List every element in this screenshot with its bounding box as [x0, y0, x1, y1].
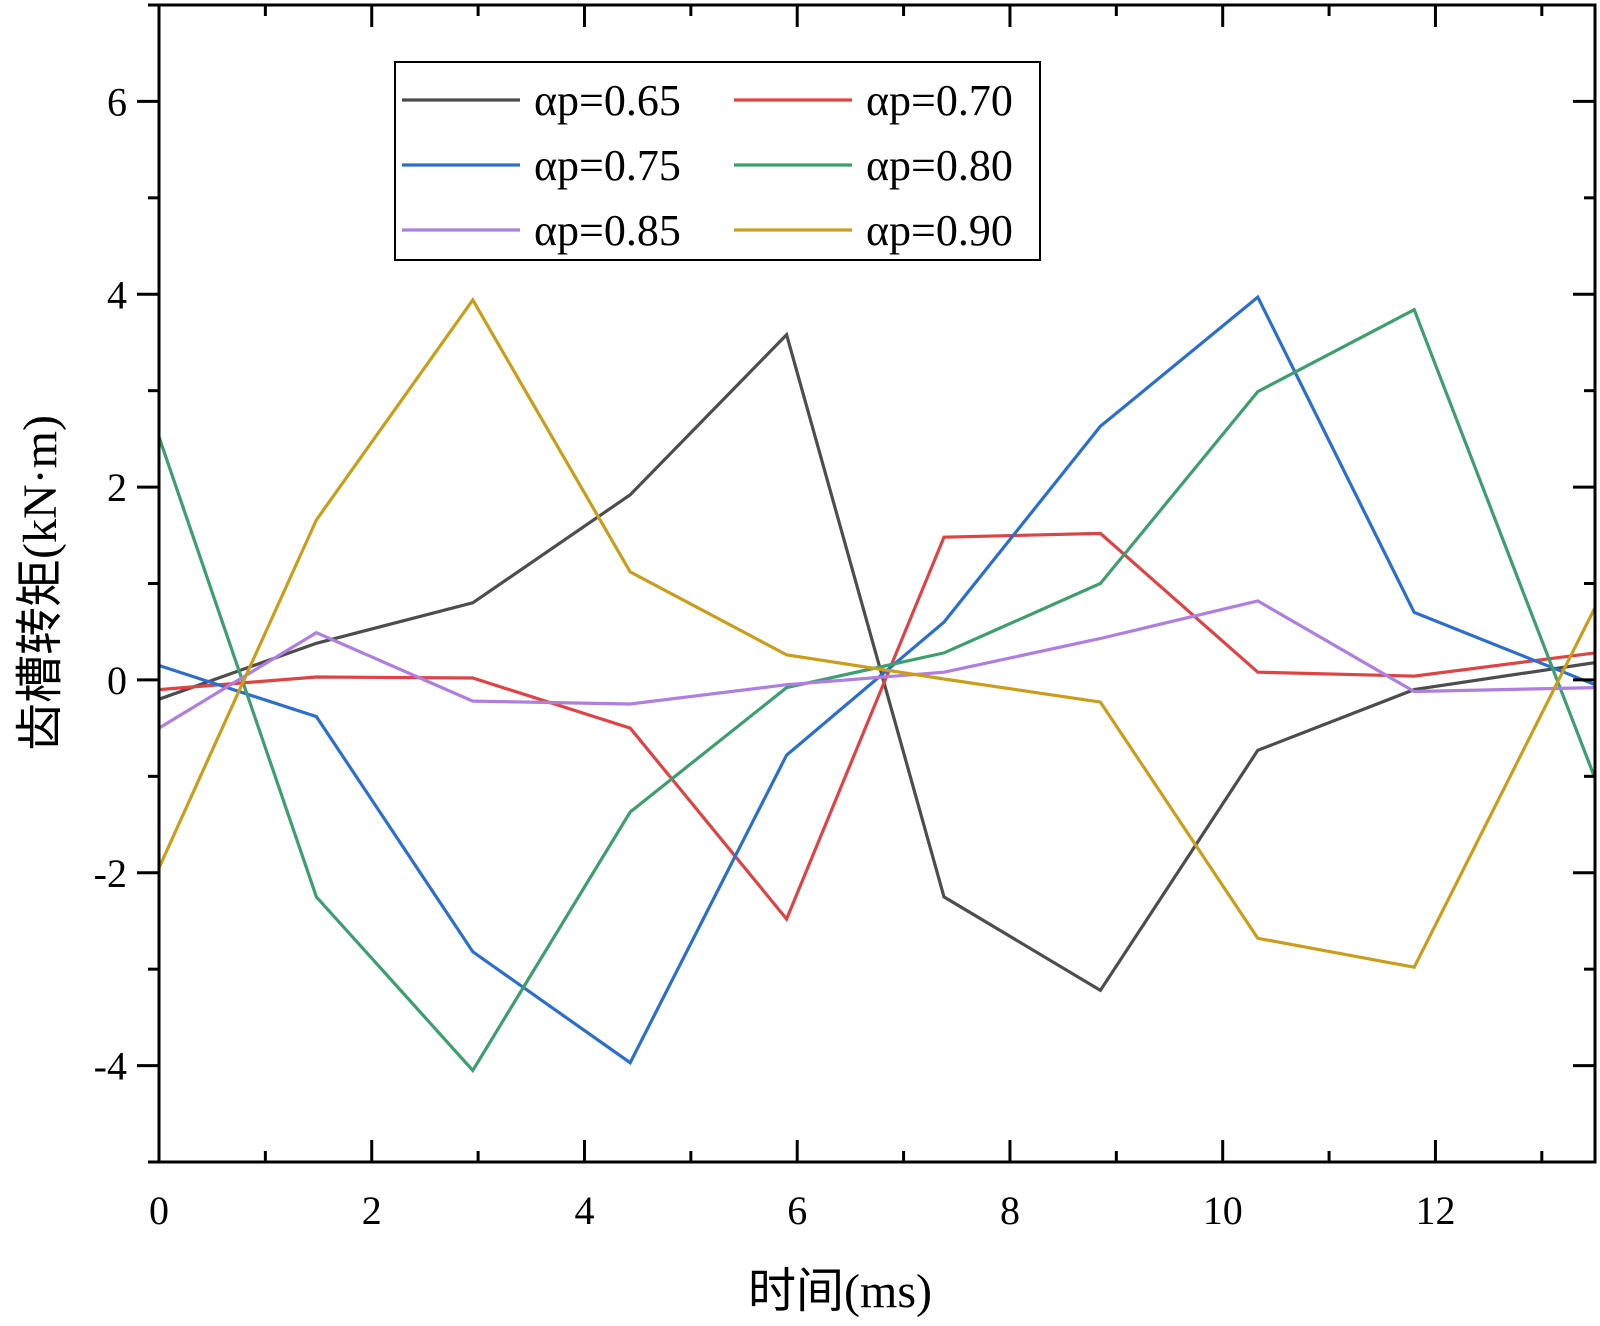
y-tick-label: 2 — [107, 465, 127, 510]
legend-label-5: αp=0.85 — [534, 206, 681, 255]
y-tick-label: 4 — [107, 272, 127, 317]
series-line-4 — [159, 307, 1595, 1074]
axis-ticks: 0 2 4 6 8 10 12 -4 -2 0 2 4 6 — [94, 3, 1595, 1233]
legend-label-6: αp=0.90 — [866, 206, 1013, 255]
x-tick-label: 12 — [1415, 1188, 1455, 1233]
legend-label-1: αp=0.65 — [534, 76, 681, 125]
legend-label-2: αp=0.70 — [866, 76, 1013, 125]
series-line-2 — [159, 531, 1595, 923]
legend-label-3: αp=0.75 — [534, 141, 681, 190]
x-tick-label: 6 — [787, 1188, 807, 1233]
y-tick-label: -2 — [94, 851, 127, 896]
legend-label-4: αp=0.80 — [866, 141, 1013, 190]
series-line-3 — [159, 294, 1595, 1066]
y-axis-title: 齿槽转矩(kN·m) — [14, 415, 67, 751]
x-tick-label: 2 — [362, 1188, 382, 1233]
legend: αp=0.65 αp=0.70 αp=0.75 αp=0.80 αp=0.85 αp=0.… — [394, 61, 1041, 261]
series-line-6 — [159, 297, 1595, 969]
y-tick-label: -4 — [94, 1044, 127, 1089]
x-tick-label: 10 — [1203, 1188, 1243, 1233]
series-lines — [159, 294, 1595, 1074]
series-line-1 — [159, 331, 1595, 993]
series-line-5 — [159, 599, 1595, 730]
x-tick-label: 4 — [574, 1188, 594, 1233]
y-tick-label: 6 — [107, 79, 127, 124]
x-axis-title: 时间(ms) — [748, 1265, 932, 1318]
y-tick-label: 0 — [107, 658, 127, 703]
legend-box — [394, 61, 1041, 261]
x-tick-label: 0 — [149, 1188, 169, 1233]
x-tick-label: 8 — [1000, 1188, 1020, 1233]
